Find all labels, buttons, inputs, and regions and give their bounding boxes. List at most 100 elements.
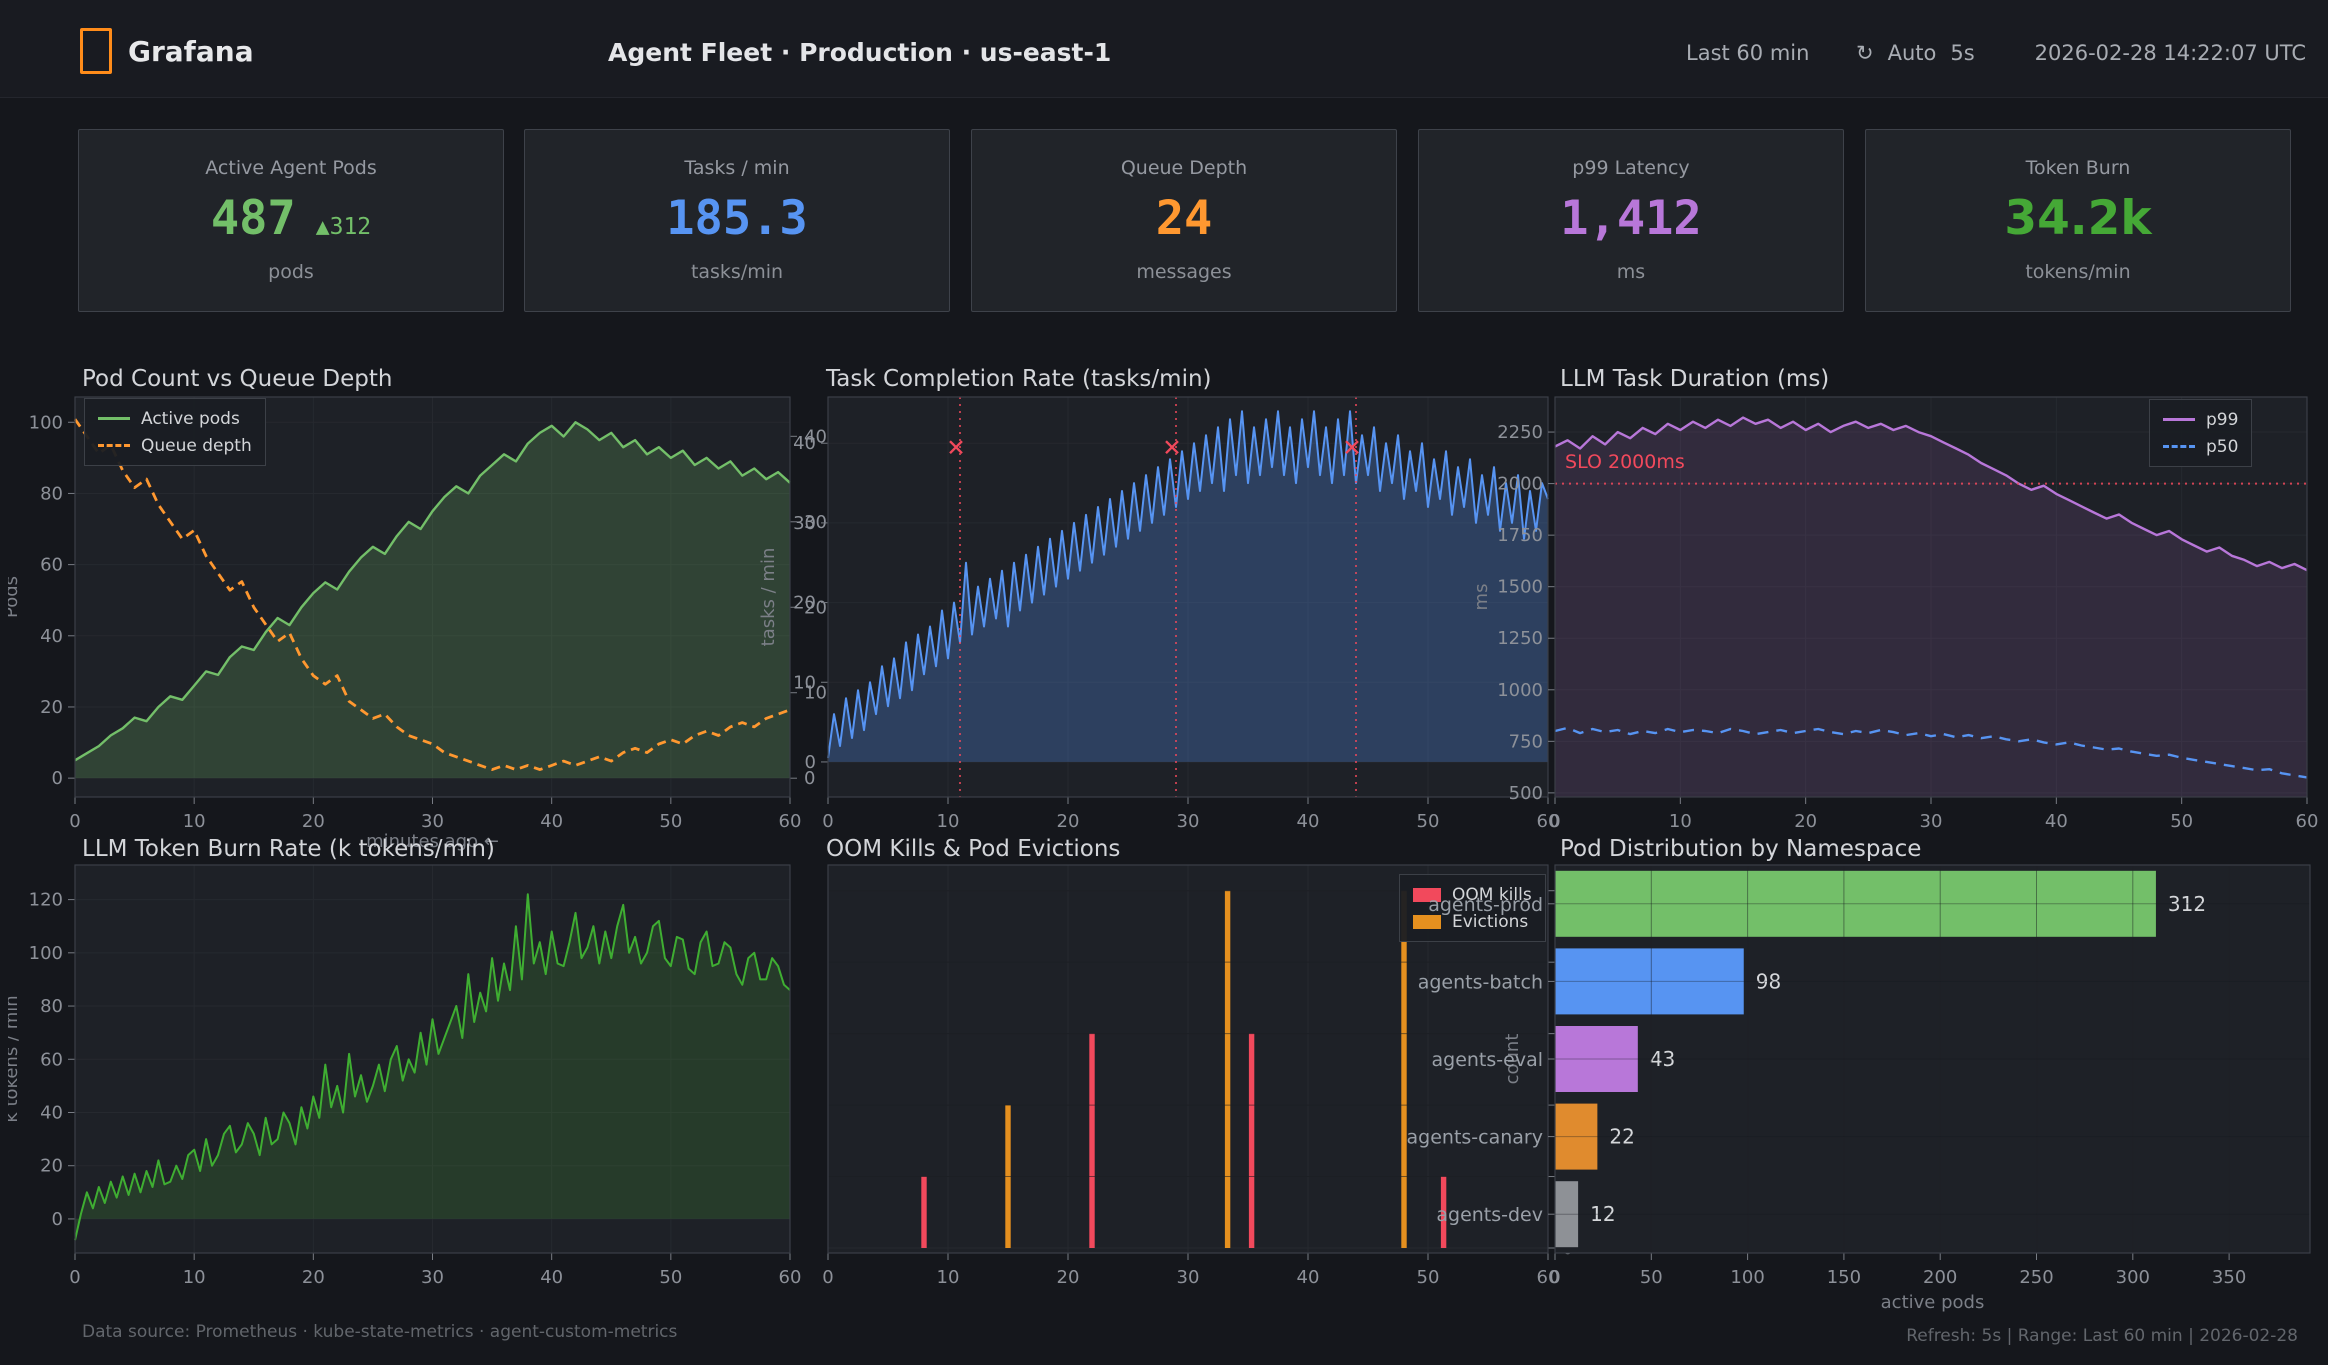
p99-line-icon	[2163, 418, 2195, 421]
svg-text:10: 10	[804, 683, 827, 704]
evictions-swatch-icon	[1413, 914, 1441, 929]
stat-unit: messages	[1136, 261, 1232, 283]
time-range-picker[interactable]: Last 60 min	[1686, 41, 1810, 65]
svg-text:1000: 1000	[1497, 680, 1543, 701]
legend-item-active-pods[interactable]: Active pods	[98, 405, 252, 432]
stat-title: Token Burn	[2025, 157, 2131, 179]
stat-unit: tasks/min	[690, 261, 784, 283]
chart-title-pod-count: Pod Count vs Queue Depth	[82, 366, 393, 392]
svg-text:20: 20	[40, 1156, 63, 1177]
svg-text:50: 50	[1417, 811, 1440, 832]
current-timestamp: 2026-02-28 14:22:07 UTC	[2034, 41, 2306, 65]
delta-up-icon: ▲	[315, 214, 330, 240]
refresh-control[interactable]: ↻ Auto 5s	[1856, 41, 1975, 65]
svg-text:30: 30	[421, 1267, 444, 1288]
top-bar: Grafana Agent Fleet · Production · us-ea…	[0, 0, 2328, 98]
svg-text:100: 100	[1730, 1267, 1764, 1288]
svg-text:1: 1	[1562, 1167, 1573, 1188]
task-completion-chart: 0 10 20 30 40 tasks / min 0 10 20 30 40 50 60	[758, 396, 1560, 832]
svg-text:750: 750	[1509, 731, 1543, 752]
svg-text:tasks / min: tasks / min	[758, 548, 779, 647]
svg-text:60: 60	[779, 1267, 802, 1288]
svg-text:0: 0	[1562, 1238, 1573, 1259]
svg-text:10: 10	[793, 672, 816, 693]
stat-panel-active-pods: Active Agent Pods 487 ▲312 pods	[78, 129, 504, 312]
svg-text:312: 312	[2168, 892, 2206, 916]
refresh-range-note: Refresh: 5s | Range: Last 60 min | 2026-…	[1906, 1326, 2298, 1346]
stat-title: Active Agent Pods	[205, 157, 377, 179]
svg-text:60: 60	[779, 811, 802, 832]
svg-text:60: 60	[1537, 811, 1560, 832]
svg-text:50: 50	[2170, 811, 2193, 832]
svg-text:50: 50	[1640, 1267, 1663, 1288]
svg-text:10: 10	[937, 1267, 960, 1288]
svg-text:98: 98	[1756, 969, 1781, 993]
stat-unit: pods	[268, 261, 314, 283]
svg-text:agents-dev: agents-dev	[1436, 1204, 1543, 1226]
svg-text:agents-eval: agents-eval	[1432, 1049, 1544, 1071]
svg-text:0: 0	[52, 768, 63, 789]
legend-label: Queue depth	[141, 435, 252, 456]
svg-text:Pods: Pods	[8, 576, 22, 618]
stat-panel-p99-latency: p99 Latency 1,412 ms	[1418, 129, 1844, 312]
svg-text:120: 120	[29, 890, 63, 911]
legend-oom-evictions: OOM kills Evictions	[1399, 874, 1546, 942]
legend-item-queue-depth[interactable]: Queue depth	[98, 432, 252, 459]
svg-text:2250: 2250	[1497, 422, 1543, 443]
svg-text:0: 0	[69, 811, 80, 832]
svg-text:20: 20	[804, 597, 827, 618]
svg-text:1250: 1250	[1497, 628, 1543, 649]
svg-text:80: 80	[40, 996, 63, 1017]
legend-item-p50[interactable]: p50	[2163, 433, 2238, 460]
svg-text:5: 5	[1562, 881, 1573, 902]
svg-text:40: 40	[40, 626, 63, 647]
svg-text:300: 300	[2116, 1267, 2150, 1288]
legend-item-oom-kills[interactable]: OOM kills	[1413, 881, 1532, 908]
oom-kills-swatch-icon	[1413, 887, 1441, 902]
svg-text:30: 30	[1177, 811, 1200, 832]
svg-text:30: 30	[1177, 1267, 1200, 1288]
svg-text:1500: 1500	[1497, 577, 1543, 598]
svg-text:30: 30	[1920, 811, 1943, 832]
stat-panel-token-burn: Token Burn 34.2k tokens/min	[1865, 129, 2291, 312]
legend-item-p99[interactable]: p99	[2163, 406, 2238, 433]
chart-title-token-burn: LLM Token Burn Rate (k tokens/min)	[82, 836, 495, 862]
stat-title: Queue Depth	[1120, 157, 1248, 179]
stat-delta: 312	[329, 214, 372, 240]
svg-text:30: 30	[421, 811, 444, 832]
svg-text:40: 40	[540, 811, 563, 832]
refresh-interval-label[interactable]: 5s	[1950, 41, 1975, 65]
svg-text:40: 40	[793, 433, 816, 454]
legend-pod-count: Active pods Queue depth	[84, 398, 266, 466]
svg-text:40: 40	[540, 1267, 563, 1288]
brand-name: Grafana	[128, 35, 254, 68]
stat-panel-tasks-per-min: Tasks / min 185.3 tasks/min	[524, 129, 950, 312]
svg-text:agents-canary: agents-canary	[1407, 1127, 1543, 1149]
svg-text:20: 20	[793, 593, 816, 614]
stat-value: 487	[210, 191, 296, 246]
svg-text:10: 10	[937, 811, 960, 832]
legend-llm-duration: p99 p50	[2149, 399, 2253, 467]
svg-text:20: 20	[302, 1267, 325, 1288]
legend-item-evictions[interactable]: Evictions	[1413, 908, 1532, 935]
svg-text:22: 22	[1609, 1125, 1634, 1149]
svg-text:10: 10	[183, 1267, 206, 1288]
refresh-icon[interactable]: ↻	[1856, 41, 1874, 65]
svg-text:150: 150	[1827, 1267, 1861, 1288]
chart-title-llm-duration: LLM Task Duration (ms)	[1560, 366, 1830, 392]
chart-title-namespace: Pod Distribution by Namespace	[1560, 836, 1922, 862]
svg-text:100: 100	[29, 943, 63, 964]
svg-text:80: 80	[40, 483, 63, 504]
svg-text:0: 0	[822, 811, 833, 832]
svg-text:50: 50	[659, 811, 682, 832]
svg-text:60: 60	[40, 1049, 63, 1070]
p50-line-icon	[2163, 445, 2195, 448]
svg-text:40: 40	[40, 1102, 63, 1123]
legend-label: Active pods	[141, 408, 240, 429]
svg-text:0: 0	[805, 752, 816, 773]
svg-text:20: 20	[1794, 811, 1817, 832]
token-burn-chart: 0 20 40 60 80 100 120 k tokens / min 0 10 20 30 40 50…	[8, 864, 802, 1288]
svg-text:ms: ms	[1471, 584, 1492, 611]
refresh-mode-label[interactable]: Auto	[1887, 41, 1937, 65]
svg-text:40: 40	[804, 426, 827, 447]
